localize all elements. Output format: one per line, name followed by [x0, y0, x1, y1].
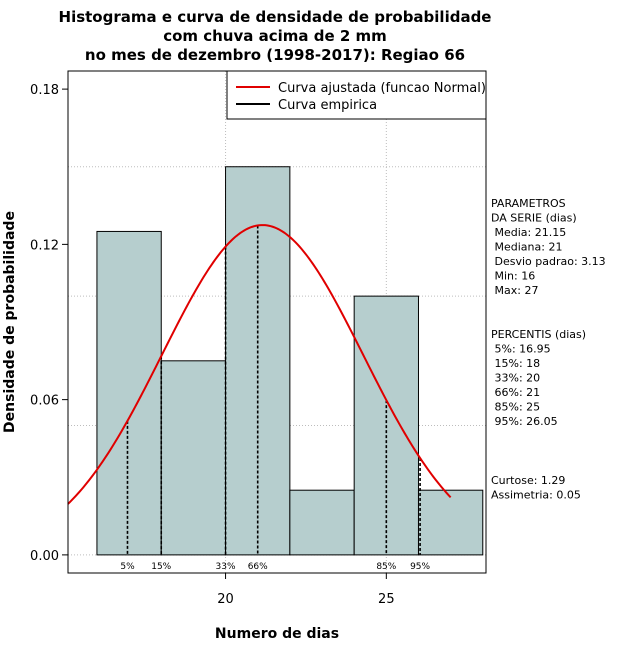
params-block: PARAMETROS DA SERIE (dias) Media: 21.15 M…	[491, 197, 606, 297]
chart-title: Histograma e curva de densidade de proba…	[59, 8, 492, 64]
percentile-label: 66%	[248, 562, 268, 572]
params-block-line: DA SERIE (dias)	[491, 212, 577, 225]
params-block-line: PARAMETROS	[491, 197, 566, 210]
percentile-label: 5%	[120, 562, 135, 572]
percentis-block-line: PERCENTIS (dias)	[491, 328, 586, 341]
fitted-normal-curve	[67, 224, 452, 505]
percentis-block-line: 5%: 16.95	[491, 343, 551, 356]
y-axis-label: Densidade de probabilidade	[2, 211, 18, 433]
percentile-label: 85%	[376, 562, 396, 572]
x-axis-label: Numero de dias	[215, 626, 339, 642]
percentile-label: 95%	[410, 562, 430, 572]
histogram-bar	[417, 489, 484, 556]
y-tick-label: 0.06	[30, 394, 59, 409]
histogram-bar	[96, 230, 162, 556]
percentile-label: 33%	[216, 562, 236, 572]
percentis-block: PERCENTIS (dias) 5%: 16.95 15%: 18 33%: …	[491, 328, 586, 428]
percentis-block-line: 33%: 20	[491, 372, 540, 385]
stats-block-line: Curtose: 1.29	[491, 474, 565, 487]
params-block-line: Desvio padrao: 3.13	[491, 255, 606, 268]
fitted-curve	[67, 224, 452, 505]
percentis-block-line: 66%: 21	[491, 386, 540, 399]
side-panel: PARAMETROS DA SERIE (dias) Media: 21.15 M…	[491, 197, 606, 502]
chart-title-line: Histograma e curva de densidade de proba…	[59, 8, 492, 26]
y-tick-label: 0.18	[30, 83, 59, 98]
histogram-bars	[96, 166, 484, 556]
histogram-bar	[289, 489, 355, 556]
percentis-block-line: 15%: 18	[491, 357, 540, 370]
percentile-label: 15%	[151, 562, 171, 572]
x-tick-label: 25	[378, 592, 395, 607]
params-block-line: Min: 16	[491, 270, 535, 283]
axes: 0.00 0.06 0.12 0.18 20 25 Numero de dias Densid…	[2, 83, 395, 642]
percentile-lines: 5% 15% 33% 66% 85% 95%	[120, 225, 431, 572]
histogram-bar	[160, 360, 227, 556]
legend-label: Curva empirica	[278, 98, 377, 113]
stats-block-line: Assimetria: 0.05	[491, 489, 581, 502]
chart-title-line: com chuva acima de 2 mm	[163, 27, 387, 45]
legend-label: Curva ajustada (funcao Normal)	[278, 81, 486, 96]
percentis-block-line: 85%: 25	[491, 401, 540, 414]
y-tick-label: 0.00	[30, 549, 59, 564]
legend: Curva ajustada (funcao Normal) Curva empi…	[226, 70, 487, 120]
y-tick-label: 0.12	[30, 238, 59, 253]
legend-box	[226, 70, 487, 120]
params-block-line: Media: 21.15	[491, 226, 566, 239]
chart-title-line: no mes de dezembro (1998-2017): Regiao 6…	[85, 46, 465, 64]
percentis-block-line: 95%: 26.05	[491, 415, 558, 428]
params-block-line: Max: 27	[491, 284, 538, 297]
x-tick-label: 20	[217, 592, 234, 607]
stats-block: Curtose: 1.29 Assimetria: 0.05	[491, 474, 581, 502]
params-block-line: Mediana: 21	[491, 241, 562, 254]
